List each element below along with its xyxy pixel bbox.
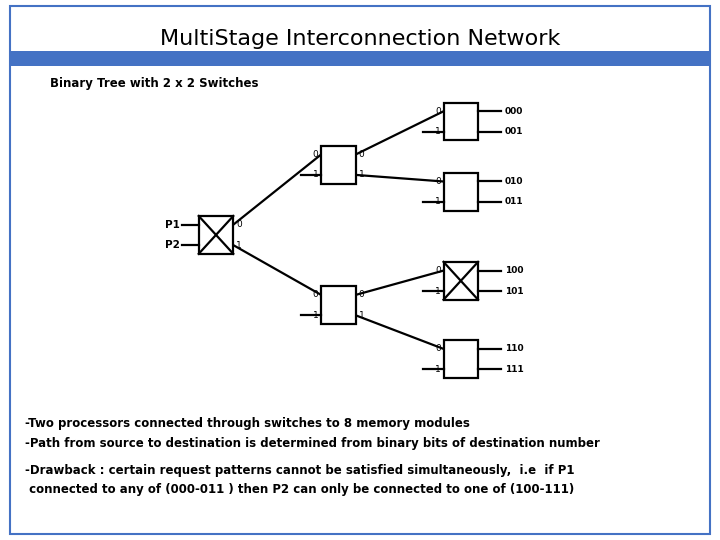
Text: 1: 1 (435, 287, 441, 295)
Text: 1: 1 (359, 311, 364, 320)
Text: 1: 1 (312, 171, 318, 179)
Bar (321, 146, 356, 184)
Text: -Drawback : certain request patterns cannot be satisfied simultaneously,  i.e  i: -Drawback : certain request patterns can… (25, 464, 575, 477)
Text: 0: 0 (435, 345, 441, 353)
Text: 1: 1 (435, 198, 441, 206)
Text: 110: 110 (505, 345, 523, 353)
Text: P2: P2 (165, 240, 180, 250)
Text: 1: 1 (435, 127, 441, 136)
Bar (444, 103, 478, 140)
Text: 000: 000 (505, 107, 523, 116)
Bar (10, 51, 710, 66)
Bar (444, 173, 478, 211)
Text: 0: 0 (435, 266, 441, 275)
Bar (321, 286, 356, 324)
Text: Binary Tree with 2 x 2 Switches: Binary Tree with 2 x 2 Switches (50, 77, 259, 90)
Text: 0: 0 (312, 291, 318, 299)
Text: 0: 0 (312, 150, 318, 159)
Text: 1: 1 (435, 365, 441, 374)
Text: P1: P1 (165, 220, 180, 229)
Text: -Path from source to destination is determined from binary bits of destination n: -Path from source to destination is dete… (25, 437, 600, 450)
Bar (199, 216, 233, 254)
Text: 001: 001 (505, 127, 523, 136)
Text: 010: 010 (505, 177, 523, 186)
Text: 1: 1 (359, 171, 364, 179)
Text: -Two processors connected through switches to 8 memory modules: -Two processors connected through switch… (25, 417, 470, 430)
Text: 0: 0 (435, 177, 441, 186)
Bar (444, 262, 478, 300)
Text: 0: 0 (359, 150, 364, 159)
Text: 0: 0 (359, 291, 364, 299)
Text: 011: 011 (505, 198, 523, 206)
Text: 1: 1 (312, 311, 318, 320)
Text: 0: 0 (435, 107, 441, 116)
Text: 101: 101 (505, 287, 523, 295)
Bar (444, 340, 478, 378)
Text: 100: 100 (505, 266, 523, 275)
Text: 1: 1 (236, 241, 242, 249)
Text: MultiStage Interconnection Network: MultiStage Interconnection Network (160, 29, 560, 49)
Text: connected to any of (000-011 ) then P2 can only be connected to one of (100-111): connected to any of (000-011 ) then P2 c… (25, 483, 575, 496)
Text: 111: 111 (505, 365, 523, 374)
Text: 0: 0 (236, 220, 242, 229)
